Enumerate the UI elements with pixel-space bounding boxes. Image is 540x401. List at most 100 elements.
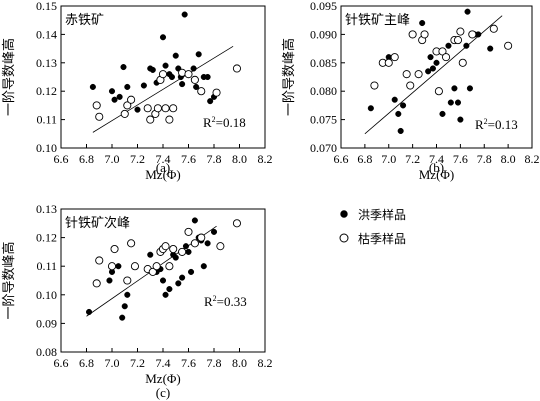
data-point-flood-a	[181, 11, 188, 18]
data-point-dry-b	[458, 58, 467, 67]
data-point-flood-c	[106, 277, 113, 284]
data-point-flood-b	[454, 99, 462, 106]
x-axis-label-a: Mz(Φ)	[145, 167, 181, 182]
data-point-dry-c	[123, 276, 132, 285]
data-point-dry-b	[420, 30, 429, 39]
data-point-flood-b	[425, 68, 432, 75]
x-tick-label-a: 7.0	[105, 152, 120, 166]
data-point-dry-a	[158, 70, 168, 79]
data-point-dry-b	[390, 53, 399, 62]
x-tick-label-b: 8.2	[525, 152, 540, 166]
data-point-flood-b	[439, 110, 446, 117]
panel-title-a: 赤铁矿	[65, 13, 104, 28]
x-tick-label-c: 7.0	[105, 356, 120, 370]
data-point-flood-a	[162, 62, 169, 69]
data-point-dry-c	[152, 262, 161, 271]
data-point-dry-c	[127, 239, 136, 248]
y-tick-label-b: 0.080	[310, 84, 337, 98]
data-point-flood-c	[162, 291, 169, 298]
data-point-dry-c	[95, 256, 104, 265]
y-tick-label-c: 0.09	[36, 316, 57, 330]
data-point-dry-a	[190, 75, 199, 84]
data-point-flood-a	[179, 81, 186, 88]
panel-b: 6.6 6.8 7.0 7.2 7.4 7.6 7.8 8.0 8.2 0.070 0.075 0.0…	[281, 0, 540, 182]
data-point-flood-c	[182, 243, 189, 250]
data-point-dry-a	[143, 104, 152, 113]
data-point-flood-b	[464, 8, 471, 15]
data-point-dry-a	[127, 95, 136, 104]
panel-c: 6.6 6.8 7.0 7.2 7.4 7.6 7.8 8.0 8.2 0.08 0.09 0.10 0…	[1, 202, 273, 400]
y-axis-label-b: 一阶导数峰高	[281, 38, 297, 116]
data-point-dry-b	[468, 30, 477, 39]
data-point-dry-c	[178, 247, 187, 256]
y-tick-label-a: 0.11	[36, 113, 57, 127]
x-tick-label-c: 8.2	[258, 356, 273, 370]
data-point-flood-c	[115, 263, 122, 270]
y-tick-label-a: 0.15	[36, 0, 57, 13]
panel-caption-a: (a)	[156, 160, 170, 175]
y-axis-label-c: 一阶导数峰高	[1, 241, 17, 319]
y-tick-label-c: 0.11	[36, 259, 57, 273]
data-point-flood-b	[457, 116, 464, 123]
y-tick-label-b: 0.095	[310, 0, 337, 13]
x-tick-label-a: 8.2	[258, 152, 273, 166]
data-point-flood-b	[400, 102, 407, 109]
data-point-flood-b	[463, 42, 470, 49]
data-point-dry-c	[148, 267, 157, 276]
data-point-dry-a	[161, 104, 170, 113]
data-point-flood-c	[191, 217, 198, 224]
data-point-flood-c	[86, 308, 93, 316]
data-point-flood-b	[429, 65, 436, 72]
data-point-dry-a	[212, 88, 221, 97]
data-point-flood-a	[204, 73, 211, 81]
data-point-flood-c	[185, 248, 192, 255]
x-tick-label-c: 7.6	[181, 356, 196, 370]
legend-label-flood: 洪季样品	[358, 207, 406, 222]
data-point-dry-c	[216, 242, 225, 251]
data-point-dry-c	[130, 262, 139, 271]
data-point-flood-b	[451, 85, 458, 92]
y-tick-label-b: 0.075	[310, 113, 337, 127]
x-tick-label-a: 8.0	[232, 152, 247, 166]
data-point-flood-a	[108, 88, 116, 95]
data-point-dry-a	[165, 115, 174, 124]
x-tick-label-b: 7.6	[453, 152, 468, 166]
data-point-dry-c	[197, 233, 206, 242]
panel-caption-c: (c)	[156, 385, 170, 400]
data-point-flood-a	[116, 93, 123, 100]
data-point-flood-a	[159, 34, 167, 41]
data-point-flood-c	[210, 228, 218, 235]
y-tick-label-b: 0.090	[310, 27, 337, 41]
y-tick-label-b: 0.070	[310, 141, 337, 155]
x-tick-label-b: 6.6	[334, 152, 349, 166]
data-point-dry-c	[161, 242, 170, 251]
data-point-dry-b	[402, 70, 411, 79]
data-point-flood-c	[166, 286, 173, 293]
x-tick-label-b: 8.0	[501, 152, 516, 166]
data-point-dry-b	[453, 36, 463, 45]
data-point-dry-c	[190, 239, 199, 248]
data-point-flood-a	[111, 96, 118, 103]
data-point-flood-c	[175, 280, 182, 287]
data-point-dry-b	[370, 81, 379, 90]
data-point-flood-a	[193, 83, 200, 90]
r-squared-label-a: R2=0.18	[203, 115, 246, 130]
x-tick-label-c: 8.0	[232, 356, 247, 370]
panel-a: 6.6 6.8 7.0 7.2 7.4 7.6 7.8 8.0 8.2 0.10 0.11 0.12 0…	[1, 0, 273, 182]
data-point-flood-b	[445, 42, 452, 49]
data-point-dry-b	[408, 30, 417, 39]
data-point-flood-c	[124, 291, 131, 298]
x-tick-label-c: 6.8	[79, 356, 94, 370]
data-point-dry-c	[165, 262, 174, 271]
data-point-flood-a	[140, 82, 147, 89]
panel-caption-b: (b)	[429, 160, 444, 175]
y-tick-label-a: 0.13	[36, 56, 57, 70]
x-tick-label-b: 6.8	[357, 152, 372, 166]
data-point-dry-a	[153, 104, 162, 113]
trendline-a	[92, 45, 234, 133]
x-tick-label-c: 7.2	[130, 356, 145, 370]
x-tick-label-c: 6.6	[54, 356, 69, 370]
data-point-dry-b	[441, 53, 451, 62]
data-point-dry-a	[146, 115, 155, 124]
y-tick-label-c: 0.13	[36, 202, 57, 216]
